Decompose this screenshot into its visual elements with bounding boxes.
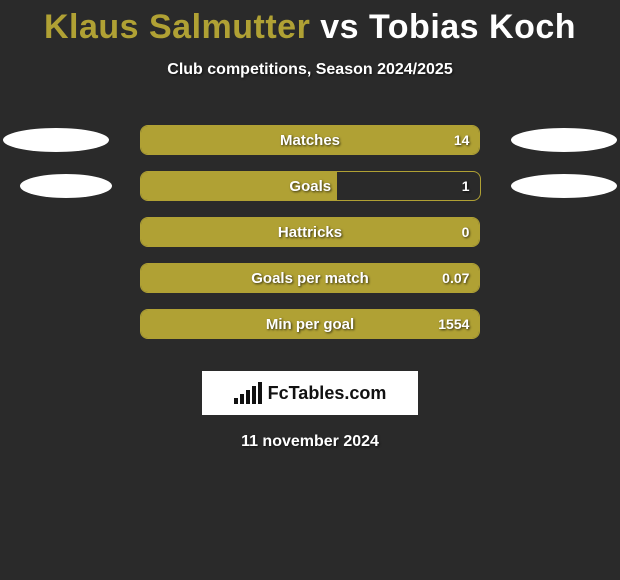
- stat-label: Goals: [289, 178, 331, 195]
- stat-label: Hattricks: [278, 224, 342, 241]
- left-badge-slot: [0, 265, 112, 291]
- right-badge-slot: [508, 311, 620, 337]
- stat-row: Matches 14: [0, 117, 620, 163]
- stat-row: Goals per match 0.07: [0, 255, 620, 301]
- stat-row: Hattricks 0: [0, 209, 620, 255]
- stat-value: 0: [462, 224, 470, 240]
- player1-badge: [20, 174, 112, 198]
- subtitle: Club competitions, Season 2024/2025: [0, 61, 620, 79]
- title-vs: vs: [320, 8, 359, 46]
- footer-logo: FcTables.com: [202, 371, 418, 415]
- stat-bar: Goals 1: [140, 171, 481, 201]
- logo-text: FcTables.com: [268, 383, 387, 404]
- title-player1: Klaus Salmutter: [44, 8, 310, 46]
- page-title: Klaus Salmutter vs Tobias Koch: [0, 0, 620, 47]
- right-badge-slot: [508, 219, 620, 245]
- stat-bar: Goals per match 0.07: [140, 263, 481, 293]
- stat-rows: Matches 14 Goals 1 Hattricks 0 Goals per match…: [0, 117, 620, 347]
- left-badge-slot: [0, 311, 112, 337]
- stat-value: 14: [454, 132, 470, 148]
- stat-bar: Matches 14: [140, 125, 481, 155]
- left-badge-slot: [0, 219, 112, 245]
- stat-label: Goals per match: [251, 270, 369, 287]
- title-player2: Tobias Koch: [369, 8, 576, 46]
- stat-bar: Hattricks 0: [140, 217, 481, 247]
- stat-row: Goals 1: [0, 163, 620, 209]
- stat-value: 0.07: [442, 270, 469, 286]
- stat-row: Min per goal 1554: [0, 301, 620, 347]
- date-text: 11 november 2024: [0, 433, 620, 451]
- left-badge-slot: [0, 127, 112, 153]
- right-badge-slot: [509, 173, 620, 199]
- player1-badge: [3, 128, 109, 152]
- right-badge-slot: [508, 127, 620, 153]
- logo-bars-icon: [234, 382, 262, 404]
- player2-badge: [511, 174, 617, 198]
- right-badge-slot: [508, 265, 620, 291]
- stat-value: 1554: [438, 316, 469, 332]
- stat-label: Min per goal: [266, 316, 354, 333]
- player2-badge: [511, 128, 617, 152]
- stat-label: Matches: [280, 132, 340, 149]
- left-badge-slot: [0, 173, 112, 199]
- stat-bar: Min per goal 1554: [140, 309, 481, 339]
- stat-value: 1: [462, 178, 470, 194]
